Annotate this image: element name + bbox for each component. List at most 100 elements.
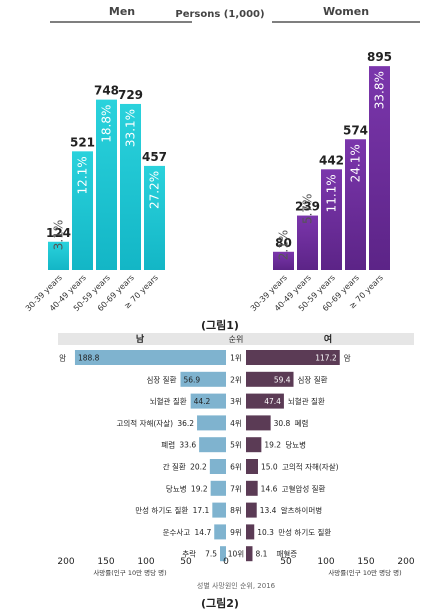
- women-bar: [345, 139, 366, 270]
- men-cause-of-death-bars: 188.8 암 56.9 심장 질환 44.2 뇌혈관 질환 36.2 고의적 자해(자살) 3…: [59, 350, 227, 562]
- women-percent-label: 11.1%: [325, 174, 339, 212]
- figure1-header: Men Women: [50, 5, 420, 23]
- header-rank: 순위: [229, 335, 244, 344]
- x-tick-label: 50: [180, 557, 192, 567]
- women-cause-bar: [246, 371, 294, 387]
- women-value-label: 19.2: [264, 441, 281, 450]
- men-value-label: 56.9: [183, 375, 200, 384]
- women-value-label: 80: [275, 236, 292, 250]
- women-value-label: 8.1: [255, 550, 267, 559]
- women-cause-bar: [246, 415, 271, 431]
- men-cause-bar: [190, 393, 226, 409]
- men-cause-label: 심장 질환: [146, 374, 176, 384]
- rank-label: 6위: [230, 463, 242, 472]
- men-cause-label: 당뇨병: [166, 483, 187, 493]
- source-note: 성별 사망원인 순위, 2016: [197, 581, 276, 590]
- women-cause-bar: [246, 480, 258, 496]
- x-tick-label: 150: [97, 557, 114, 567]
- women-percent-label: 5.7%: [301, 194, 315, 225]
- women-chart-title: Women: [323, 5, 369, 18]
- men-value-label: 457: [142, 150, 167, 164]
- men-cause-bar: [220, 546, 226, 562]
- women-cause-label: 고의적 자해(자살): [282, 462, 339, 472]
- x-axis-label-men: 사망률(인구 10만 명당 명): [93, 568, 166, 577]
- rank-label: 8위: [230, 506, 242, 515]
- rank-label: 5위: [230, 441, 242, 450]
- women-value-label: 47.4: [264, 397, 281, 406]
- men-percent-label: 12.1%: [76, 156, 90, 194]
- men-cause-label: 추락: [182, 550, 196, 559]
- x-tick-label: 200: [397, 557, 414, 567]
- men-value-label: 44.2: [194, 397, 211, 406]
- women-cause-label: 심장 질환: [298, 374, 328, 384]
- women-cause-bar: [246, 350, 340, 365]
- x-tick-label: 100: [137, 557, 154, 567]
- rank-column: 1위 2위 3위 4위 5위 6위 7위 8위 9위 10위: [228, 354, 244, 559]
- men-cause-bar: [180, 371, 226, 387]
- women-value-label: 895: [367, 50, 392, 64]
- men-percent-label: 27.2%: [148, 171, 162, 209]
- figure2-header: 남 순위 여: [58, 333, 414, 345]
- women-cause-label: 만성 하기도 질환: [278, 527, 331, 537]
- figure1-caption: (그림1): [201, 319, 239, 332]
- men-percent-label: 33.1%: [124, 109, 138, 147]
- women-value-label: 30.8: [274, 419, 291, 428]
- men-bar: [96, 99, 117, 270]
- men-value-label: 729: [118, 88, 143, 102]
- women-cause-bar: [246, 437, 262, 453]
- rank-label: 10위: [228, 550, 244, 559]
- x-axis-label-women: 사망률(인구 10만 명당 명): [328, 568, 401, 577]
- men-cause-label: 암: [59, 353, 66, 363]
- men-cause-label: 뇌혈관 질환: [150, 396, 187, 406]
- women-value-label: 14.6: [261, 484, 278, 493]
- women-value-label: 117.2: [315, 354, 337, 363]
- header-men: 남: [136, 333, 145, 345]
- men-value-label: 17.1: [193, 506, 210, 515]
- men-value-label: 124: [46, 226, 71, 240]
- x-tick-label: 50: [280, 557, 292, 567]
- women-cause-of-death-bars: 117.2 암 59.4 심장 질환 47.4 뇌혈관 질환 30.8 폐렴 19.2 당뇨병 15…: [246, 350, 351, 562]
- women-percent-label: 2.1%: [277, 230, 291, 261]
- rank-label: 7위: [230, 484, 242, 493]
- men-bar: [120, 103, 141, 270]
- women-cause-bar: [246, 502, 257, 518]
- men-value-label: 36.2: [177, 419, 194, 428]
- women-cause-label: 폐렴: [295, 418, 309, 428]
- men-percent-label: 18.8%: [100, 105, 114, 143]
- men-bar: [48, 241, 69, 270]
- women-value-label: 15.0: [261, 463, 278, 472]
- figure2-caption: (그림2): [201, 597, 239, 610]
- women-bar: [369, 66, 390, 270]
- women-value-label: 10.3: [257, 528, 274, 537]
- women-value-label: 13.4: [260, 506, 277, 515]
- women-value-label: 59.4: [274, 375, 291, 384]
- header-strip: [58, 333, 414, 345]
- rank-label: 2위: [230, 375, 242, 384]
- men-cause-bar: [209, 459, 226, 474]
- men-value-label: 521: [70, 135, 95, 149]
- men-percent-label: 3.1%: [52, 220, 66, 251]
- women-cause-label: 당뇨병: [285, 440, 306, 450]
- rank-label: 4위: [230, 419, 242, 428]
- x-tick-label: 150: [357, 557, 374, 567]
- women-value-label: 239: [295, 200, 320, 214]
- men-bar: [72, 151, 93, 270]
- men-value-label: 19.2: [191, 484, 208, 493]
- men-bar: [144, 165, 165, 270]
- women-cause-label: 암: [344, 353, 351, 363]
- women-percent-label: 33.8%: [373, 71, 387, 109]
- men-cause-bar: [210, 480, 226, 496]
- women-cause-bar: [246, 524, 255, 540]
- women-value-label: 442: [319, 153, 344, 167]
- women-cause-label: 고혈압성 질환: [282, 483, 326, 493]
- women-value-label: 574: [343, 123, 368, 137]
- women-cause-bar: [246, 546, 253, 562]
- men-chart-title: Men: [109, 5, 135, 18]
- men-cause-label: 고의적 자해(자살): [116, 418, 173, 428]
- men-value-label: 748: [94, 84, 119, 98]
- men-cause-label: 간 질환: [163, 462, 186, 472]
